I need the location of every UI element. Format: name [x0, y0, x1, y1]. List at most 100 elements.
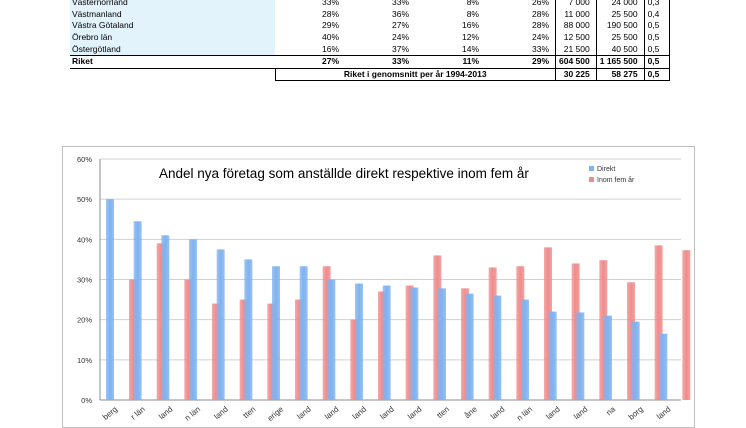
- x-tick-label: borg: [627, 405, 645, 422]
- average-row: Riket i genomsnitt per år 1994-2013 30 22…: [70, 68, 671, 82]
- bar-chart: 0%10%20%30%40%50%60%berg r län land n län la…: [77, 155, 691, 423]
- bar-inom-fem-ar: [461, 288, 469, 400]
- x-tick-label: tten: [435, 405, 451, 420]
- percent-cell: 12%: [461, 32, 479, 43]
- bar-direkt: [604, 315, 612, 400]
- x-tick-label: r län: [129, 405, 147, 422]
- bar-inom-fem-ar: [682, 250, 691, 400]
- ratio-cell: 0,5: [643, 43, 671, 56]
- y-tick-label: 50%: [77, 195, 92, 204]
- bar-direkt: [355, 283, 363, 400]
- count-cell: 40 500: [595, 43, 645, 56]
- bar-inom-fem-ar: [156, 243, 165, 400]
- bar-inom-fem-ar: [295, 299, 303, 400]
- count-cell: 88 000: [555, 20, 597, 32]
- average-label-cell: Riket i genomsnitt per år 1994-2013: [274, 68, 556, 82]
- percent-cell: 27%: [275, 54, 345, 69]
- ratio-cell: 0,5: [643, 20, 671, 32]
- ratio-cell: 0,5: [643, 31, 671, 44]
- bar-inom-fem-ar: [267, 303, 276, 400]
- percent-cell: 28%: [531, 8, 549, 19]
- chart-title: Andel nya företag som anställde direkt r…: [159, 166, 529, 181]
- table-row: Västmanland 28% 36% 8% 28% 11 000 25 500 0,4: [70, 8, 671, 21]
- count-cell: 21 500: [555, 43, 597, 56]
- bar-inom-fem-ar: [129, 279, 137, 400]
- percent-cell: 37%: [391, 43, 409, 54]
- bar-direkt: [189, 239, 197, 400]
- bar-direkt: [659, 333, 668, 400]
- percent-cell: 33%: [345, 54, 415, 69]
- table-row: Örebro län 40% 24% 12% 24% 12 500 25 500 0,5: [70, 31, 671, 44]
- count-cell: 1 165 500: [595, 54, 645, 69]
- percent-cell: 16%: [461, 20, 479, 31]
- percent-cell: 8%: [466, 8, 479, 19]
- percent-cell: 16%: [321, 43, 339, 54]
- bar-inom-fem-ar: [350, 319, 359, 400]
- statistics-table: Västernorrland 33% 33% 8% 26% 7 000 24 000 0,3 V…: [70, 0, 671, 82]
- x-tick-label: na: [605, 404, 618, 417]
- ratio-cell: 0,5: [643, 68, 671, 82]
- count-cell: 58 275: [595, 68, 645, 82]
- legend-swatch: [589, 166, 594, 171]
- bar-direkt: [133, 221, 142, 400]
- bar-direkt: [631, 321, 640, 400]
- bar-direkt: [521, 299, 529, 400]
- bar-direkt: [576, 312, 585, 400]
- region-name-cell: Västernorrland: [70, 0, 275, 9]
- bar-inom-fem-ar: [654, 245, 663, 400]
- y-tick-label: 40%: [77, 235, 92, 244]
- bar-direkt: [272, 266, 280, 400]
- region-name-cell: Östergötland: [70, 43, 275, 56]
- count-cell: 11 000: [555, 8, 597, 21]
- bar-inom-fem-ar: [571, 263, 580, 400]
- percent-cell: 28%: [321, 8, 339, 19]
- x-tick-label: berg: [101, 405, 119, 422]
- bar-direkt: [493, 295, 502, 400]
- bar-inom-fem-ar: [544, 247, 552, 400]
- bar-inom-fem-ar: [322, 266, 331, 400]
- bar-inom-fem-ar: [239, 299, 248, 400]
- x-tick-label: n län: [515, 405, 534, 423]
- count-cell: 190 500: [595, 20, 645, 32]
- bar-direkt: [216, 249, 225, 400]
- y-tick-label: 20%: [77, 316, 92, 325]
- count-cell: 604 500: [555, 54, 597, 69]
- table-row: Riket 27% 33% 11% 29% 604 500 1 165 500 0,5: [70, 54, 671, 69]
- percent-cell: 36%: [391, 8, 409, 19]
- region-name-cell: Västra Götaland: [70, 20, 275, 32]
- bar-inom-fem-ar: [212, 303, 220, 400]
- percent-cell: 24%: [391, 32, 409, 43]
- percent-cell: 40%: [321, 32, 339, 43]
- bar-direkt: [382, 285, 391, 400]
- ratio-cell: 0,5: [643, 54, 671, 69]
- y-tick-label: 10%: [77, 356, 92, 365]
- count-cell: 30 225: [555, 68, 597, 82]
- blank-cell: [70, 68, 275, 81]
- legend-label: Inom fem år: [597, 176, 635, 184]
- percent-cell: 24%: [531, 32, 549, 43]
- count-cell: 25 500: [595, 31, 645, 44]
- percent-cell: 29%: [321, 20, 339, 31]
- bar-direkt: [244, 259, 253, 400]
- bar-inom-fem-ar: [405, 285, 414, 400]
- bar-inom-fem-ar: [378, 291, 386, 400]
- count-cell: 7 000: [555, 0, 597, 9]
- x-tick-label: erige: [266, 404, 286, 423]
- percent-cell: 8%: [466, 0, 479, 8]
- percent-cell: 28%: [531, 20, 549, 31]
- bar-direkt: [299, 266, 308, 400]
- legend-swatch: [589, 177, 594, 182]
- percent-cell: 27%: [391, 20, 409, 31]
- bar-inom-fem-ar: [433, 255, 442, 400]
- table-row: Västernorrland 33% 33% 8% 26% 7 000 24 000 0,3: [70, 0, 671, 9]
- percent-cell: 26%: [531, 0, 549, 8]
- chart-area: 0% 10% 20% 30% 40% 50% 60% berg r län land n län la…: [62, 146, 695, 428]
- percent-cell: 33%: [391, 0, 409, 8]
- count-cell: 12 500: [555, 31, 597, 44]
- count-cell: 24 000: [595, 0, 645, 9]
- x-tick-label: n län: [183, 405, 202, 423]
- bar-direkt: [410, 287, 419, 400]
- bar-inom-fem-ar: [599, 260, 608, 400]
- bar-direkt: [465, 293, 474, 400]
- bar-inom-fem-ar: [516, 266, 525, 400]
